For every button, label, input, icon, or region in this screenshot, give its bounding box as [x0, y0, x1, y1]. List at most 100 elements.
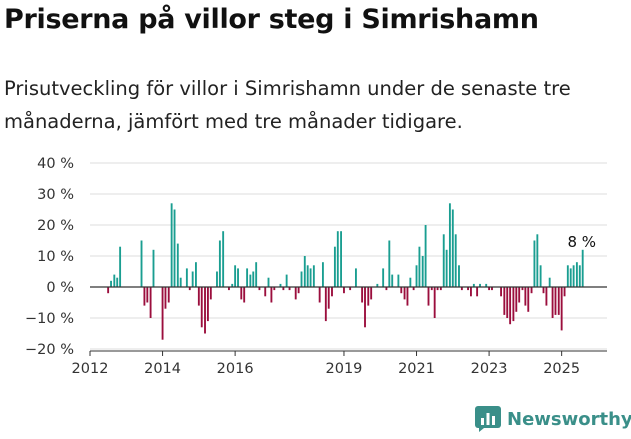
bar [119, 246, 122, 287]
bar [397, 274, 400, 287]
y-tick-label: −20 % [25, 342, 74, 358]
bar [167, 287, 170, 303]
bar [228, 287, 230, 291]
bar [264, 287, 267, 297]
bar [321, 262, 324, 287]
bar [143, 287, 146, 306]
bar [252, 271, 255, 287]
bar [445, 249, 448, 287]
bar [467, 287, 469, 291]
bar [367, 287, 370, 306]
bar [436, 287, 439, 291]
x-tick-label: 2014 [144, 361, 181, 377]
bar [488, 287, 491, 291]
page-title: Priserna på villor steg i Simrishamn [4, 4, 539, 35]
bar [176, 243, 179, 287]
bar [309, 268, 312, 287]
bar [427, 287, 430, 306]
bar [418, 246, 421, 287]
bar [204, 287, 206, 334]
bar [209, 287, 212, 300]
bar [551, 287, 554, 318]
bar [318, 287, 321, 303]
bar [448, 203, 451, 287]
bar [533, 240, 536, 287]
bar [267, 277, 270, 287]
bar [566, 265, 569, 287]
bar [206, 287, 209, 322]
last-value-annotation: 8 % [568, 233, 597, 251]
bar [231, 283, 234, 287]
bar [527, 287, 530, 312]
bar [442, 234, 445, 287]
bar [270, 287, 273, 303]
bar [458, 265, 460, 287]
x-tick-label: 2012 [72, 361, 109, 377]
bar [200, 287, 203, 328]
bar [243, 287, 246, 303]
brand: Newsworthy [475, 406, 631, 432]
bar [433, 287, 436, 318]
bar [349, 287, 352, 291]
bar [382, 268, 385, 287]
bar [340, 231, 342, 287]
bar [240, 287, 243, 300]
bar [279, 283, 282, 287]
bar [197, 287, 200, 306]
bar [343, 287, 345, 294]
y-tick-label: 10 % [37, 249, 74, 265]
bar [149, 287, 152, 318]
bar [331, 287, 333, 297]
bar [173, 209, 176, 287]
bar [376, 283, 379, 287]
bar [107, 287, 110, 294]
x-tick-label: 2023 [471, 361, 508, 377]
bar [560, 287, 563, 331]
bar [406, 287, 409, 306]
bar [500, 287, 502, 297]
bar [542, 287, 545, 294]
bar [258, 287, 261, 291]
bar [430, 287, 433, 291]
bar [578, 265, 581, 287]
bar [188, 287, 191, 291]
bar [333, 246, 336, 287]
bar [285, 274, 288, 287]
bar [515, 287, 518, 312]
y-tick-label: 40 % [37, 156, 74, 172]
bar [327, 287, 330, 309]
y-tick-label: 30 % [37, 187, 74, 203]
bar [521, 287, 524, 291]
bar [288, 287, 291, 291]
bar [218, 240, 221, 287]
bar [300, 271, 303, 287]
bar [361, 287, 364, 303]
bar [424, 225, 427, 287]
bar [385, 287, 388, 291]
bar [545, 287, 548, 306]
bar [409, 277, 412, 287]
bar [146, 287, 149, 303]
bar [246, 268, 249, 287]
bar [476, 287, 479, 297]
brand-name: Newsworthy [507, 408, 631, 430]
bar [563, 287, 566, 297]
bar [400, 287, 403, 294]
bar [479, 283, 481, 287]
bar [297, 287, 300, 294]
bar [185, 268, 188, 287]
bar [237, 268, 239, 287]
bar [415, 265, 418, 287]
bar [370, 287, 373, 300]
bar [403, 287, 406, 300]
bar [303, 256, 306, 287]
x-tick-label: 2019 [326, 361, 363, 377]
bar [439, 287, 442, 291]
bar [140, 240, 143, 287]
bar [113, 274, 116, 287]
bar [116, 277, 119, 287]
bar [460, 287, 463, 291]
bar [518, 287, 521, 303]
bar [485, 283, 488, 287]
